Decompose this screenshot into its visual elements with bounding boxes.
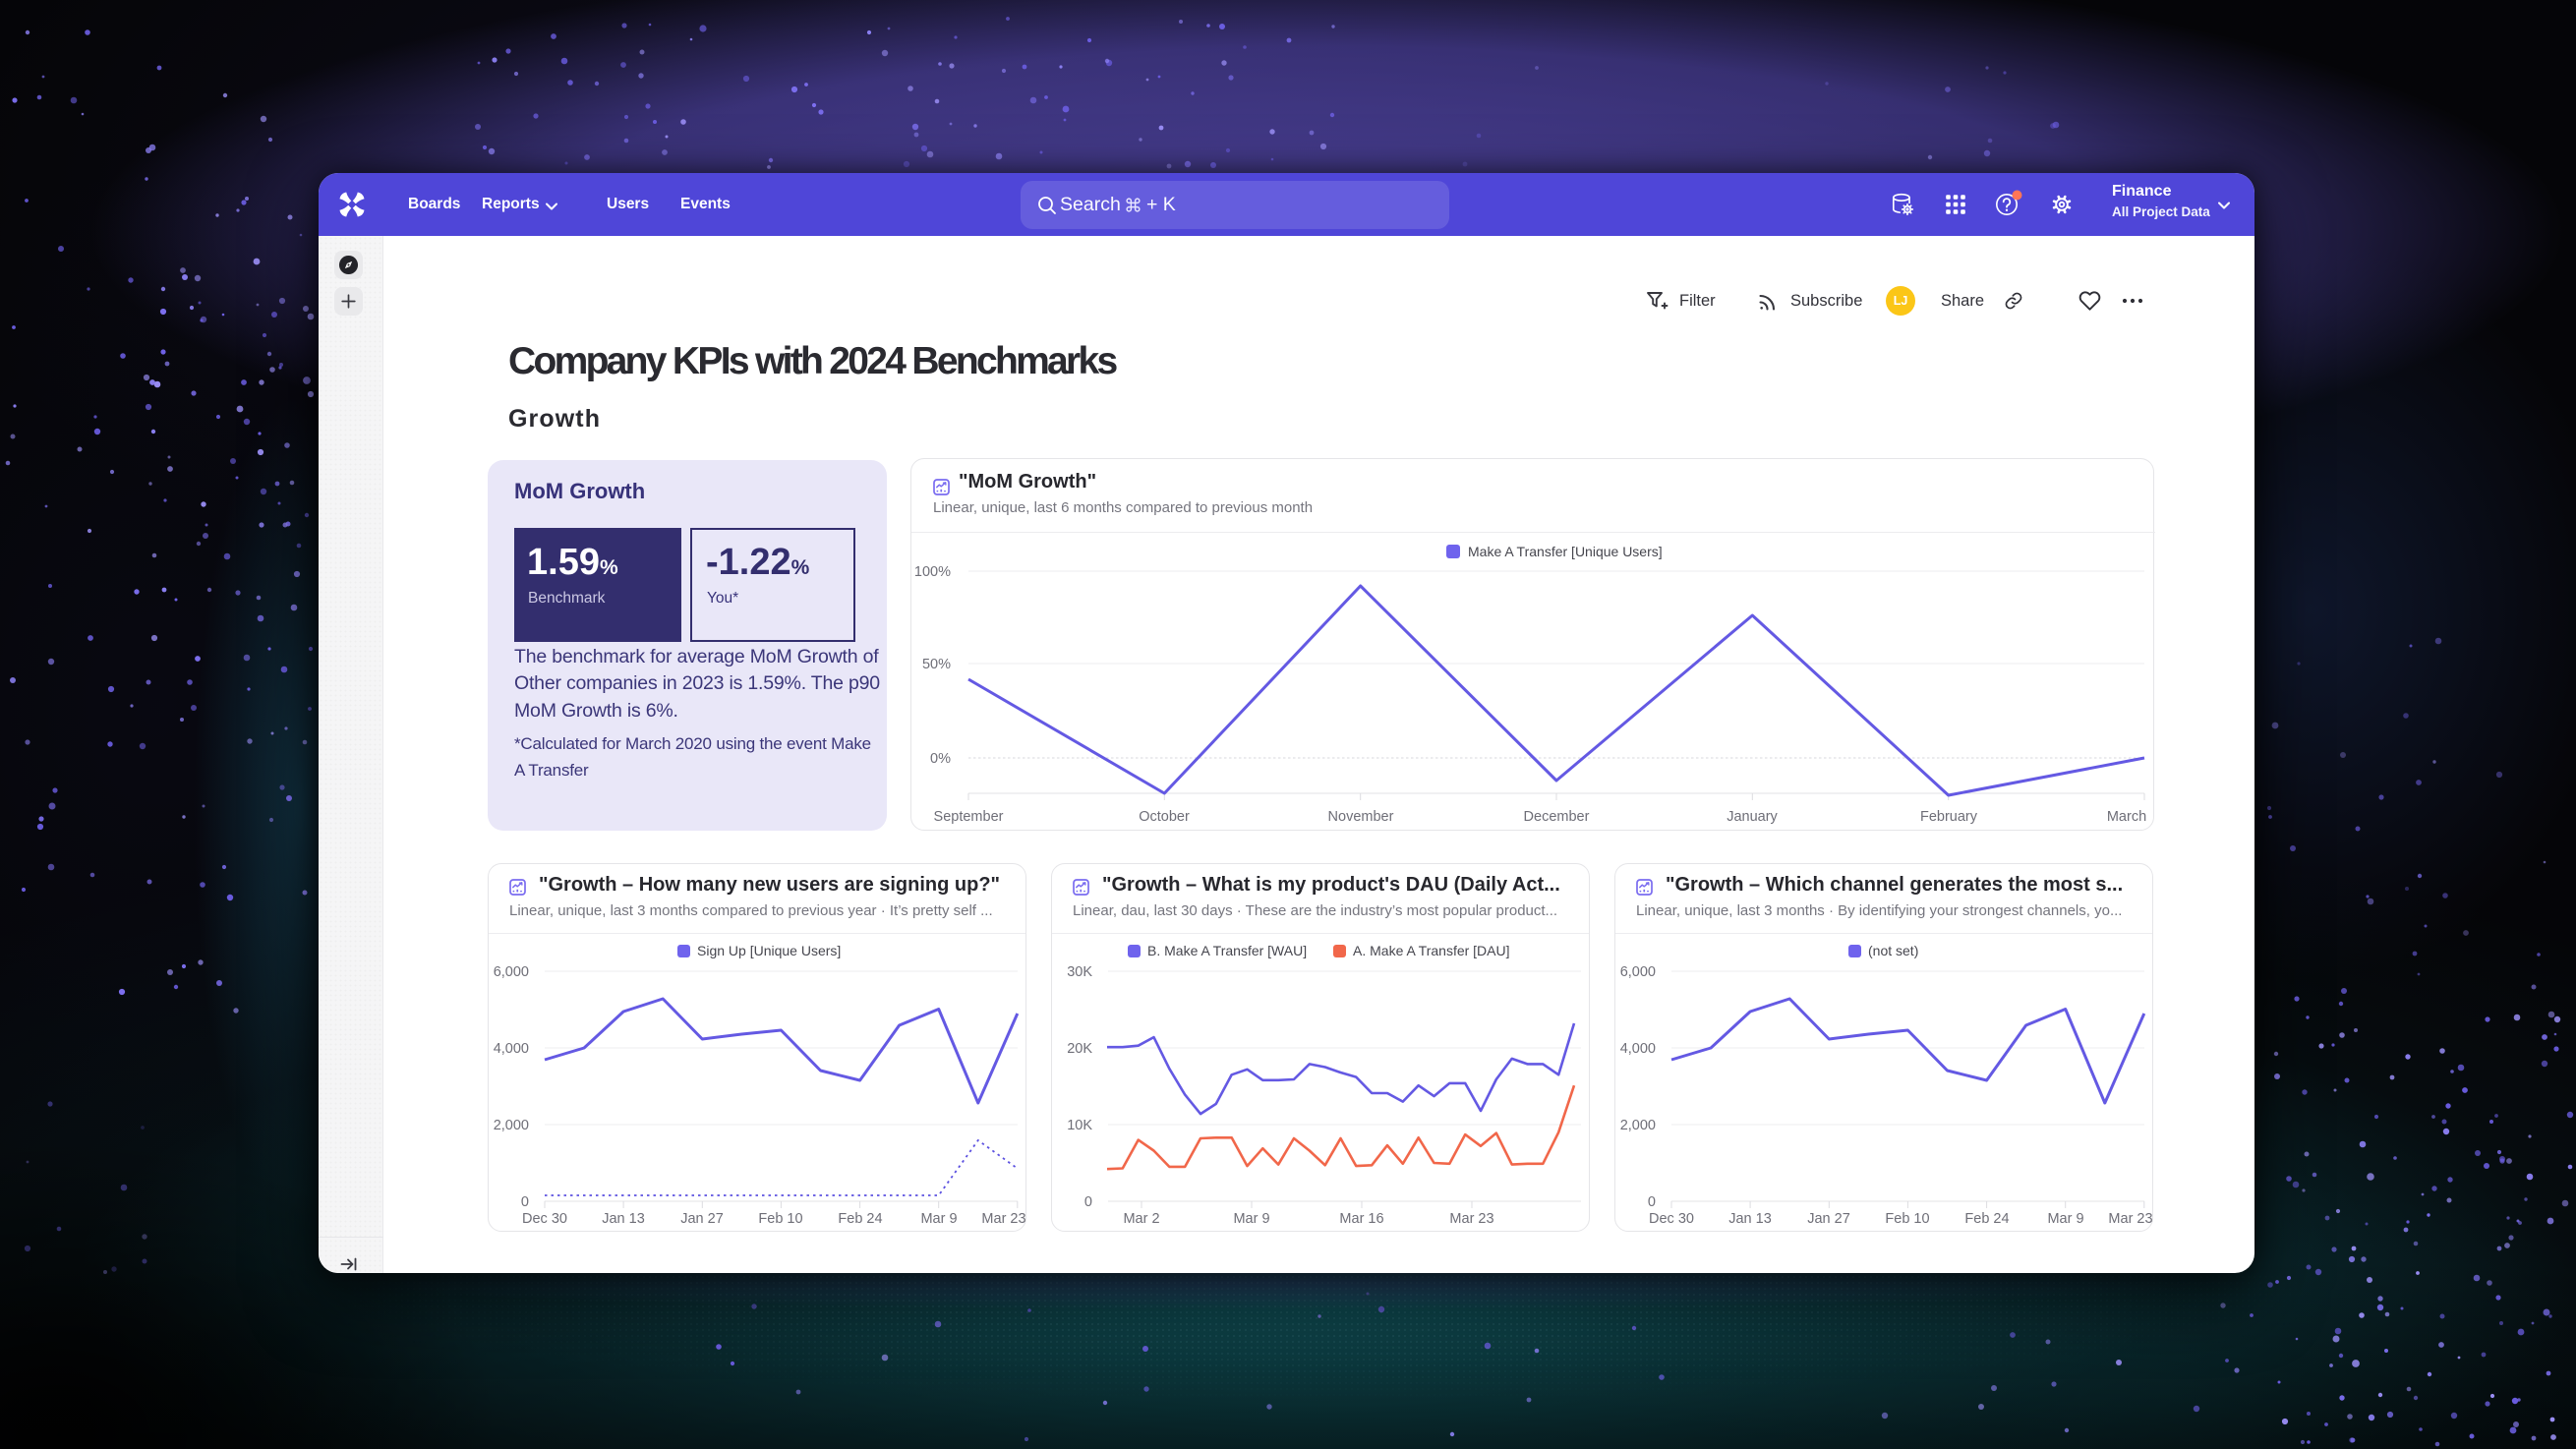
svg-text:20K: 20K xyxy=(1067,1041,1092,1057)
svg-text:Mar 23: Mar 23 xyxy=(1449,1211,1493,1227)
svg-text:(not set): (not set) xyxy=(1868,943,1918,958)
svg-text:2,000: 2,000 xyxy=(494,1118,529,1133)
svg-text:Jan 27: Jan 27 xyxy=(1807,1211,1850,1227)
svg-text:0: 0 xyxy=(1084,1194,1092,1210)
svg-text:January: January xyxy=(1727,809,1778,825)
svg-text:6,000: 6,000 xyxy=(494,964,529,980)
svg-text:Feb 24: Feb 24 xyxy=(1964,1211,2009,1227)
svg-text:Mar 2: Mar 2 xyxy=(1123,1211,1159,1227)
svg-text:March: March xyxy=(2107,809,2146,825)
svg-text:December: December xyxy=(1524,809,1590,825)
svg-text:Mar 23: Mar 23 xyxy=(2108,1211,2152,1227)
svg-text:Sign Up [Unique Users]: Sign Up [Unique Users] xyxy=(697,943,841,958)
svg-text:4,000: 4,000 xyxy=(494,1041,529,1057)
svg-text:Mar 9: Mar 9 xyxy=(1233,1211,1269,1227)
svg-text:6,000: 6,000 xyxy=(1620,964,1656,980)
svg-text:0: 0 xyxy=(521,1194,529,1210)
svg-text:100%: 100% xyxy=(914,564,951,580)
svg-text:Mar 9: Mar 9 xyxy=(2047,1211,2083,1227)
svg-text:Mar 16: Mar 16 xyxy=(1339,1211,1383,1227)
svg-text:4,000: 4,000 xyxy=(1620,1041,1656,1057)
svg-text:A. Make A Transfer [DAU]: A. Make A Transfer [DAU] xyxy=(1353,943,1510,958)
svg-text:10K: 10K xyxy=(1067,1118,1092,1133)
svg-text:Jan 27: Jan 27 xyxy=(680,1211,724,1227)
svg-text:February: February xyxy=(1920,809,1978,825)
svg-text:October: October xyxy=(1139,809,1190,825)
svg-text:0: 0 xyxy=(1648,1194,1656,1210)
svg-text:Feb 10: Feb 10 xyxy=(758,1211,802,1227)
svg-text:Dec 30: Dec 30 xyxy=(1649,1211,1694,1227)
svg-text:Jan 13: Jan 13 xyxy=(602,1211,645,1227)
svg-text:Make A Transfer [Unique Users]: Make A Transfer [Unique Users] xyxy=(1468,544,1663,559)
svg-text:B. Make A Transfer [WAU]: B. Make A Transfer [WAU] xyxy=(1147,943,1307,958)
svg-text:September: September xyxy=(934,809,1004,825)
svg-text:0%: 0% xyxy=(930,751,951,767)
svg-text:Jan 13: Jan 13 xyxy=(1728,1211,1772,1227)
svg-text:Dec 30: Dec 30 xyxy=(522,1211,567,1227)
svg-text:2,000: 2,000 xyxy=(1620,1118,1656,1133)
svg-text:Feb 10: Feb 10 xyxy=(1885,1211,1929,1227)
svg-text:Mar 9: Mar 9 xyxy=(920,1211,957,1227)
svg-text:30K: 30K xyxy=(1067,964,1092,980)
svg-text:Mar 23: Mar 23 xyxy=(981,1211,1025,1227)
svg-text:Feb 24: Feb 24 xyxy=(838,1211,882,1227)
svg-text:November: November xyxy=(1328,809,1394,825)
svg-text:50%: 50% xyxy=(922,657,951,672)
